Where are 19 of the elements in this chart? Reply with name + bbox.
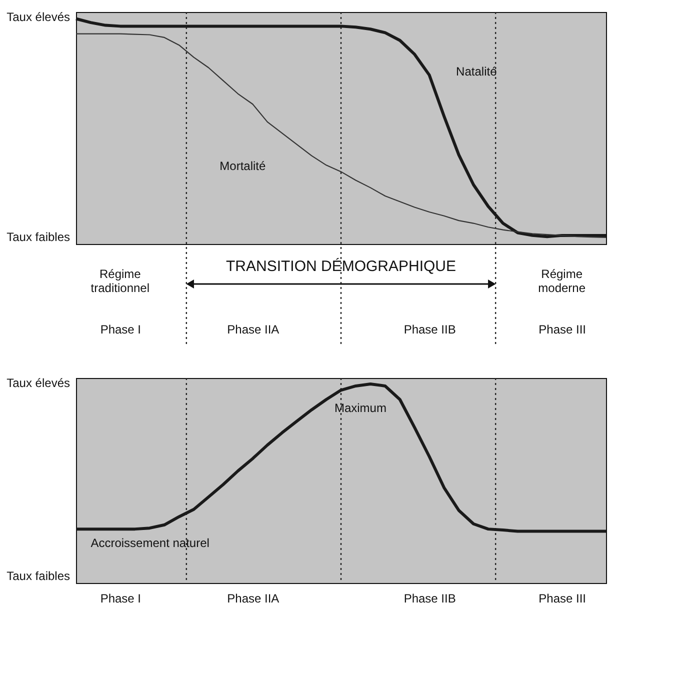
- x-tick-label: Phase IIB: [404, 592, 456, 606]
- series-label: Accroissement naturel: [90, 536, 210, 550]
- text: Régime traditionnel: [90, 267, 150, 295]
- x-tick-label: Phase III: [538, 322, 586, 336]
- text: Taux élevés: [6, 376, 70, 390]
- annotation: Maximum: [334, 400, 386, 415]
- x-tick-label: Phase IIA: [227, 322, 280, 336]
- text: Taux faibles: [6, 230, 70, 244]
- text: Taux faibles: [6, 569, 70, 583]
- text: Mortalité: [220, 159, 266, 174]
- text: Régime moderne: [538, 267, 586, 295]
- text: Natalité: [456, 64, 498, 78]
- x-tick-label: Phase I: [100, 592, 142, 606]
- x-tick-label: Phase IIB: [404, 322, 456, 336]
- x-tick-label: Phase I: [100, 322, 142, 336]
- x-tick-label: Phase III: [538, 592, 586, 606]
- text: Taux élevés: [6, 10, 70, 24]
- x-tick-label: Phase IIA: [227, 592, 280, 606]
- text: TRANSITION DÉMOGRAPHIQUE: [226, 257, 456, 275]
